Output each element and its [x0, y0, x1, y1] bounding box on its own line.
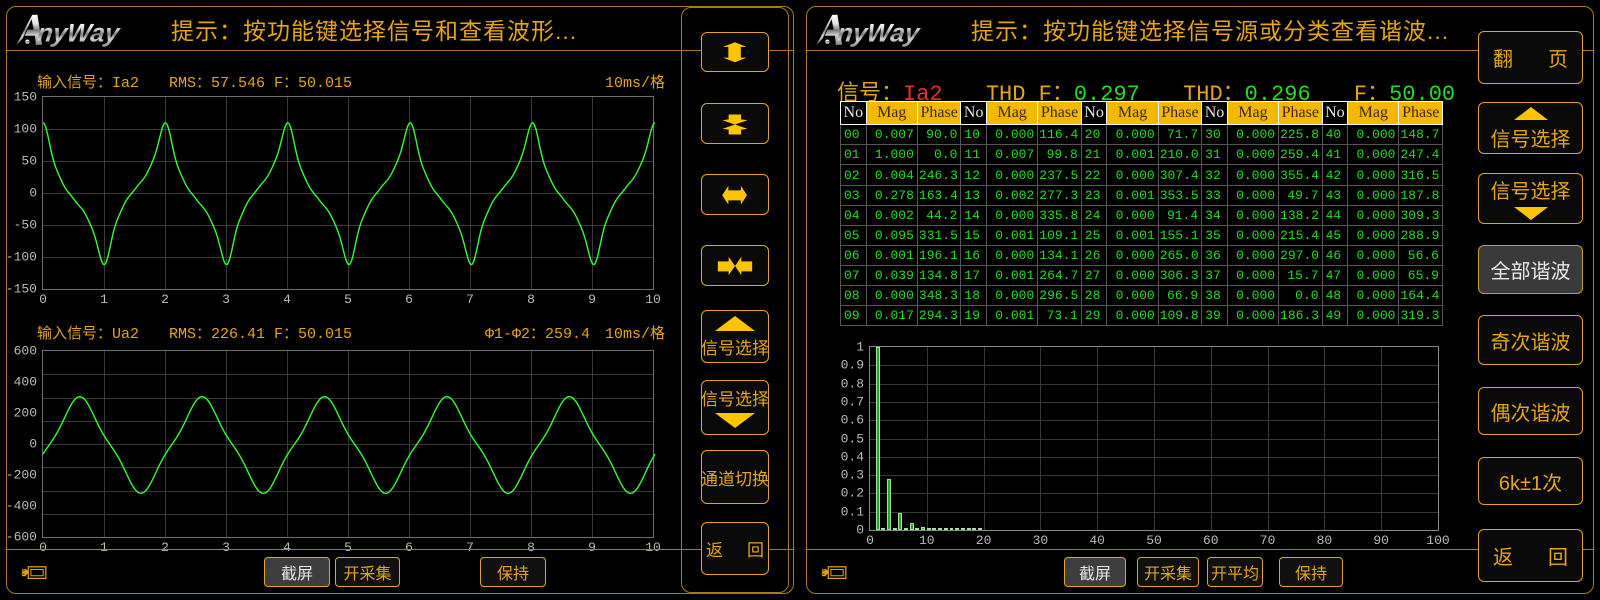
svg-text:nyWay: nyWay: [835, 19, 922, 47]
svg-text:nyWay: nyWay: [35, 19, 122, 47]
